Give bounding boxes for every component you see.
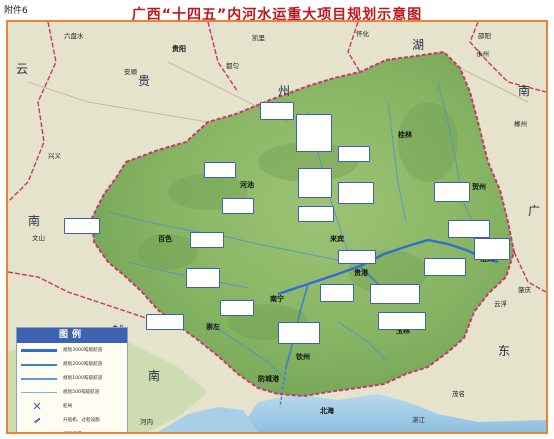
legend-label: 规划500吨级航道 — [63, 390, 100, 395]
project-annotation-box — [296, 114, 332, 152]
city-label: 郴州 — [514, 120, 527, 128]
region-label-gui: 贵 — [138, 74, 151, 88]
city-label: 崇左 — [206, 323, 220, 331]
project-annotation-box — [298, 168, 332, 198]
city-label: 六盘水 — [64, 32, 84, 40]
project-annotation-box — [204, 162, 236, 178]
city-label: 河内 — [140, 418, 153, 426]
map-title: 广西“十四五”内河水运重大项目规划示意图 — [131, 7, 423, 23]
project-annotation-box — [338, 146, 370, 162]
project-annotation-box — [474, 238, 510, 260]
project-annotation-box — [320, 284, 354, 302]
city-label: 贵阳 — [172, 45, 186, 53]
waterway-3000-symbol — [21, 349, 57, 352]
project-annotation-box — [186, 268, 220, 288]
project-annotation-box — [222, 198, 254, 214]
project-annotation-box — [64, 218, 100, 234]
legend-item: 规划3000吨级航道 — [21, 346, 125, 356]
project-annotation-box — [338, 250, 376, 264]
region-label-zhou: 州 — [278, 84, 291, 98]
guangxi-region — [90, 50, 516, 398]
project-annotation-box — [190, 232, 224, 248]
ship-lift-icon — [33, 416, 41, 424]
city-label: 南宁 — [270, 295, 284, 303]
legend-title: 图例 — [17, 328, 127, 343]
city-label: 玉林 — [396, 327, 410, 335]
city-label: 肇庆 — [518, 286, 531, 294]
project-annotation-box — [424, 258, 466, 276]
terrain-texture — [138, 102, 458, 340]
legend-label: 升船机、过船设施 — [63, 418, 100, 423]
waterway-2000-symbol — [21, 364, 57, 366]
city-label: 都匀 — [226, 62, 239, 70]
project-annotation-box — [220, 300, 254, 316]
legend-label: 船闸 — [63, 404, 73, 409]
region-label-nan-yunnan: 南 — [28, 214, 41, 228]
city-label: 怀化 — [356, 30, 369, 38]
gulf — [158, 407, 258, 432]
region-label-hu: 湖 — [412, 38, 425, 52]
region-label-guang: 广 — [528, 204, 541, 218]
project-annotation-box — [260, 102, 294, 120]
city-label: 北海 — [320, 407, 334, 415]
legend-label: 规划1000吨级航道 — [63, 376, 103, 381]
city-label: 凯里 — [252, 34, 265, 42]
city-label: 防城港 — [258, 375, 279, 383]
project-annotation-box — [378, 312, 426, 330]
annex-label: 附件6 — [4, 6, 28, 16]
project-annotation-box — [338, 182, 374, 204]
waterway-3000-route — [277, 238, 499, 296]
city-label: 湛江 — [412, 416, 425, 424]
legend-item: 规划1000吨级航道 — [21, 374, 125, 384]
legend-item: 升船机、过船设施 — [21, 416, 125, 426]
city-label: 百色 — [158, 235, 172, 243]
city-label: 茂名 — [452, 390, 465, 398]
map-canvas: 云 贵 州 湖 南 南 广 东 越 南 六盘水 贵阳 凯里 兴义 都匀 安顺 怀… — [6, 20, 548, 434]
legend-item: 规划运河 — [21, 430, 125, 432]
legend-item: 规划2000吨级航道 — [21, 360, 125, 370]
city-label: 河池 — [240, 181, 254, 189]
project-annotation-box — [298, 206, 334, 222]
city-label: 桂林 — [398, 131, 412, 139]
project-annotation-box — [278, 322, 320, 344]
map-legend: 图例 规划3000吨级航道 规划2000吨级航道 规划1000吨级航道 规划50… — [16, 327, 128, 432]
legend-label: 规划2000吨级航道 — [63, 362, 103, 367]
project-annotation-box — [448, 220, 490, 238]
legend-item: 船闸 — [21, 402, 125, 412]
city-label: 文山 — [32, 234, 45, 242]
region-label-yun: 云 — [16, 62, 29, 76]
ship-lock-icon — [33, 402, 41, 410]
city-label: 永州 — [476, 50, 489, 58]
city-label: 钦州 — [296, 353, 310, 361]
legend-item: 规划500吨级航道 — [21, 388, 125, 398]
city-label: 邵阳 — [478, 32, 491, 40]
project-annotation-box — [370, 284, 420, 304]
sea — [238, 394, 546, 432]
canal-route — [279, 366, 287, 408]
project-annotation-box — [146, 314, 184, 330]
legend-label: 规划运河 — [63, 431, 81, 432]
city-label: 贺州 — [472, 183, 486, 191]
city-label: 兴义 — [48, 152, 61, 160]
region-label-dong: 东 — [498, 344, 511, 358]
city-label: 云浮 — [494, 300, 507, 308]
region-label-nan-hunan: 南 — [518, 84, 531, 98]
legend-label: 规划3000吨级航道 — [63, 348, 103, 353]
region-label-nan-vietnam: 南 — [148, 369, 161, 383]
city-label: 来宾 — [330, 235, 344, 243]
city-label: 安顺 — [124, 68, 137, 76]
project-annotation-box — [434, 182, 470, 202]
city-label: 贵港 — [354, 269, 368, 277]
waterway-500-symbol — [21, 392, 57, 393]
waterway-1000-symbol — [21, 378, 57, 380]
